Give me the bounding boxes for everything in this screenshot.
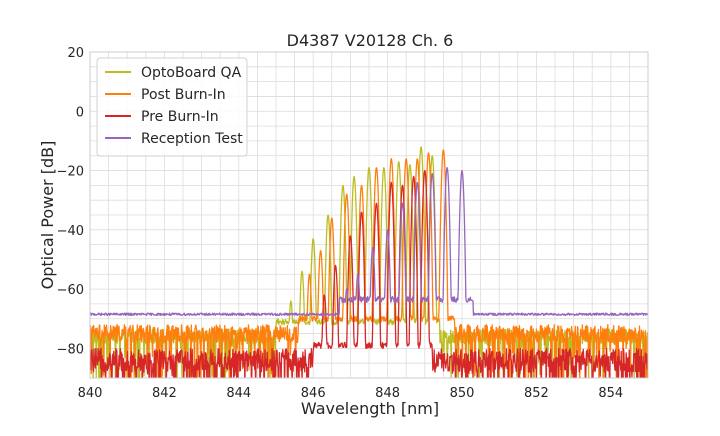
y-tick-label: −60 xyxy=(57,283,84,298)
x-tick-label: 852 xyxy=(524,386,549,401)
legend-label: Pre Burn-In xyxy=(141,109,219,125)
y-tick-label: −20 xyxy=(57,165,84,180)
legend-label: OptoBoard QA xyxy=(141,65,242,81)
y-tick-label: 0 xyxy=(76,105,84,120)
series-line-pre-burn-in xyxy=(90,169,648,378)
y-axis-label: Optical Power [dB] xyxy=(38,141,57,290)
x-tick-label: 846 xyxy=(301,386,326,401)
legend-label: Reception Test xyxy=(141,131,243,147)
x-tick-label: 844 xyxy=(226,386,251,401)
plot-frame xyxy=(89,51,649,379)
chart-title: D4387 V20128 Ch. 6 xyxy=(287,31,454,50)
y-axis: 20 0 −20 −40 −60 −80 xyxy=(57,46,84,357)
x-tick-label: 840 xyxy=(78,386,103,401)
x-axis-label: Wavelength [nm] xyxy=(301,399,439,418)
x-axis: 840 842 844 846 848 850 852 854 xyxy=(78,386,624,401)
y-tick-label: −40 xyxy=(57,224,84,239)
x-tick-label: 854 xyxy=(598,386,623,401)
x-tick-label: 842 xyxy=(152,386,177,401)
y-tick-label: −80 xyxy=(57,342,84,357)
plot-area xyxy=(90,146,648,378)
legend-box xyxy=(96,57,248,157)
x-tick-label: 850 xyxy=(450,386,475,401)
y-tick-label: 20 xyxy=(67,46,84,61)
x-tick-label: 848 xyxy=(375,386,400,401)
legend: OptoBoard QA Post Burn-In Pre Burn-In Recep… xyxy=(96,57,248,157)
series-line-reception-test xyxy=(90,166,648,317)
legend-label: Post Burn-In xyxy=(141,87,226,103)
